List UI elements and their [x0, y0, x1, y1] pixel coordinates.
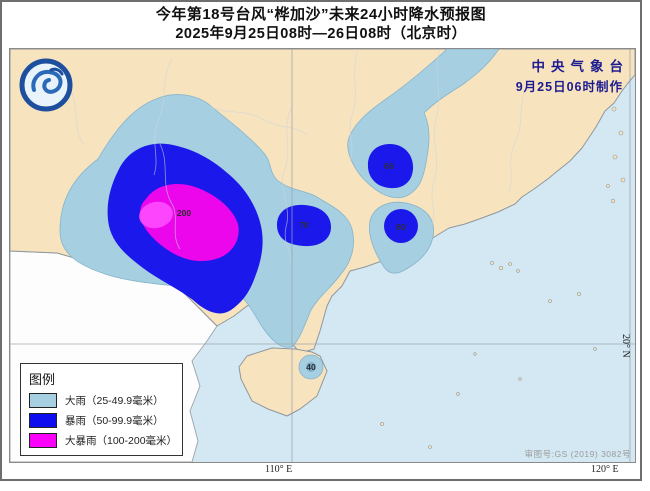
legend-title: 图例	[29, 372, 56, 387]
latitude-label-20n: 20° N	[620, 334, 631, 358]
legend: 图例 大雨（25-49.9毫米） 暴雨（50-99.9毫米） 大暴雨（100-2…	[20, 363, 183, 456]
legend-label: 暴雨（50-99.9毫米）	[65, 415, 164, 427]
islands	[380, 106, 626, 449]
titlebar: 今年第18号台风“桦加沙”未来24小时降水预报图 2025年9月25日08时—2…	[2, 5, 640, 44]
rain-heavy-north	[367, 144, 414, 189]
longitude-label-120e: 120° E	[591, 464, 619, 475]
rain-value-60-south: 60	[396, 222, 406, 232]
agency-name: 中央气象台	[531, 59, 629, 74]
rain-value-200: 200	[177, 208, 191, 218]
province-borders	[69, 49, 531, 265]
legend-label: 大雨（25-49.9毫米）	[65, 395, 164, 407]
cma-logo-icon	[18, 57, 74, 113]
legend-swatch-magenta	[29, 433, 57, 448]
rain-heavy-south	[384, 209, 418, 243]
legend-item-heavy-rainstorm: 大暴雨（100-200毫米）	[29, 433, 178, 448]
map-subtitle: 2025年9月25日08时—26日08时（北京时）	[175, 26, 467, 42]
legend-swatch-blue	[29, 413, 57, 428]
map-license: 审图号:GS (2019) 3082号	[524, 449, 631, 459]
rain-heavy-center	[277, 204, 331, 247]
legend-item-rainstorm: 暴雨（50-99.9毫米）	[29, 413, 174, 428]
map-title: 今年第18号台风“桦加沙”未来24小时降水预报图	[155, 6, 487, 23]
rain-value-60-north: 60	[384, 161, 394, 171]
graticule	[10, 49, 635, 462]
longitude-label-110e: 110° E	[265, 464, 293, 475]
legend-swatch-light-blue	[29, 393, 57, 408]
map-frame: 今年第18号台风“桦加沙”未来24小时降水预报图 2025年9月25日08时—2…	[0, 0, 642, 481]
issue-time: 9月25日06时制作	[515, 80, 623, 94]
rain-torrential-core	[139, 201, 173, 229]
map-canvas: 200 70 60 60 40 中央气象台 9月25日06时制作 审图号:GS …	[9, 48, 636, 463]
legend-label: 大暴雨（100-200毫米）	[65, 435, 178, 447]
rain-value-70: 70	[299, 220, 309, 230]
legend-item-heavy-rain: 大雨（25-49.9毫米）	[29, 393, 174, 408]
rain-hainan-core	[306, 362, 316, 372]
credit-block: 中央气象台 9月25日06时制作	[516, 55, 623, 95]
rain-value-40-hainan: 40	[306, 362, 316, 372]
